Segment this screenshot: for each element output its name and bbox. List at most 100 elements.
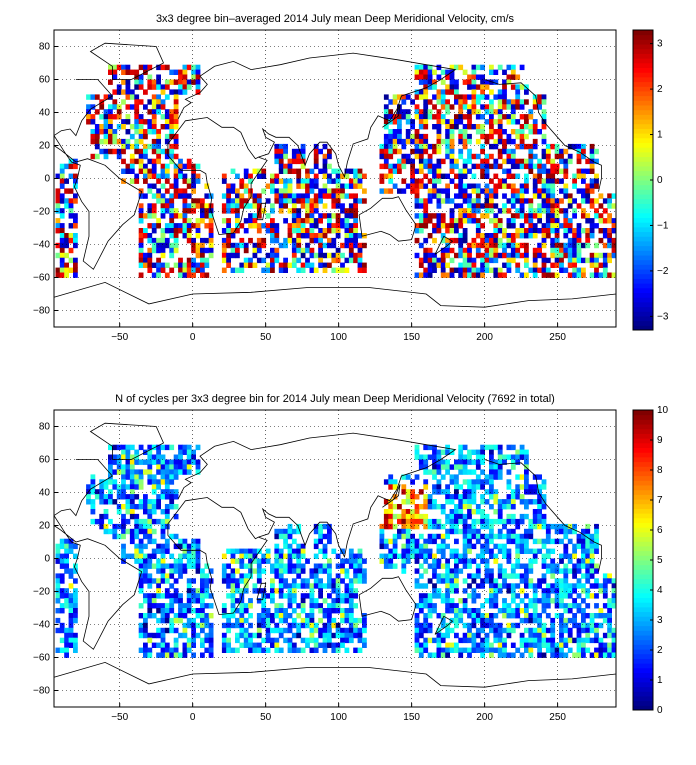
colorbar-swatch [633,100,653,106]
bin-cell [300,193,306,199]
cycle-count-map-title: N of cycles per 3x3 degree bin for 2014 … [115,393,555,405]
cnt-coastlines [53,422,617,688]
bin-cell [467,449,472,455]
bin-cell [532,183,538,189]
bin-cell [195,608,201,614]
bin-cell [270,218,275,224]
bin-cell [427,252,433,259]
bin-cell [484,548,490,554]
bin-cell [541,523,547,530]
bin-cell [471,573,477,579]
bin-cell [436,593,442,599]
bin-cell [436,484,442,490]
bin-cell [524,637,529,644]
bin-cell [506,548,512,554]
bin-cell [160,627,166,634]
bin-cell [309,218,315,224]
bin-cell [524,608,529,614]
bin-cell [287,193,293,199]
bin-cell [458,133,464,140]
bin-cell [195,262,201,268]
bin-cell [287,568,293,574]
bin-cell [432,583,437,589]
bin-cell [493,143,499,150]
bin-cell [160,208,166,214]
bin-cell [322,523,328,530]
bin-cell [151,642,157,648]
colorbar-swatch [633,489,653,495]
bin-cell [432,262,437,268]
bin-cell [515,242,521,249]
bin-cell [147,523,153,530]
bin-cell [121,143,126,150]
bin-cell [432,188,437,194]
bin-cell [510,454,516,460]
bin-cell [335,573,341,579]
bin-cell [427,598,433,604]
bin-cell [296,223,302,229]
bin-cell [151,237,157,244]
bin-cell [440,598,446,604]
bin-cell [537,548,542,554]
bin-cell [129,133,135,140]
bin-cell [506,608,512,614]
bin-cell [121,79,126,85]
bin-cell [270,593,275,599]
bin-cell [186,608,192,614]
bin-cell [440,233,446,239]
bin-cell [270,627,275,634]
bin-cell [200,627,205,634]
bin-cell [524,262,529,268]
bin-cell [497,237,503,244]
bin-cell [178,158,183,165]
bin-cell [243,262,249,268]
bin-cell [432,79,437,85]
bin-cell [541,148,547,155]
bin-cell [454,124,459,130]
bin-cell [59,257,65,264]
bin-cell [497,588,503,594]
bin-cell [94,489,100,495]
bin-cell [462,262,468,268]
bin-cell [169,568,175,574]
bin-cell [278,647,284,653]
bin-cell [138,84,144,90]
bin-cell [471,608,477,614]
bin-cell [392,543,398,550]
bin-cell [445,484,450,490]
bin-cell [497,133,503,140]
bin-cell [449,509,455,515]
bin-cell [581,188,586,194]
bin-cell [64,558,69,564]
bin-cell [594,578,599,584]
bin-cell [598,203,604,209]
bin-cell [164,647,170,653]
bin-cell [134,84,140,90]
bin-cell [576,228,582,234]
bin-cell [173,79,179,85]
bin-cell [138,504,144,510]
bin-cell [515,603,521,609]
bin-cell [103,119,109,125]
bin-cell [585,538,591,545]
bin-cell [226,622,231,629]
bin-cell [554,578,560,584]
coastline [382,484,401,508]
bin-cell [471,104,477,110]
bin-cell [195,588,201,594]
bin-cell [353,558,358,564]
bin-cell [427,163,433,170]
bin-cell [484,203,490,209]
bin-cell [313,208,319,214]
bin-cell [344,168,350,174]
bin-cell [585,168,591,174]
bin-cell [471,578,477,584]
bin-cell [602,593,608,599]
bin-cell [576,188,582,194]
bin-cell [164,272,170,278]
bin-cell [414,114,420,120]
bin-cell [432,489,437,495]
bin-cell [147,613,153,619]
bin-cell [160,124,166,130]
